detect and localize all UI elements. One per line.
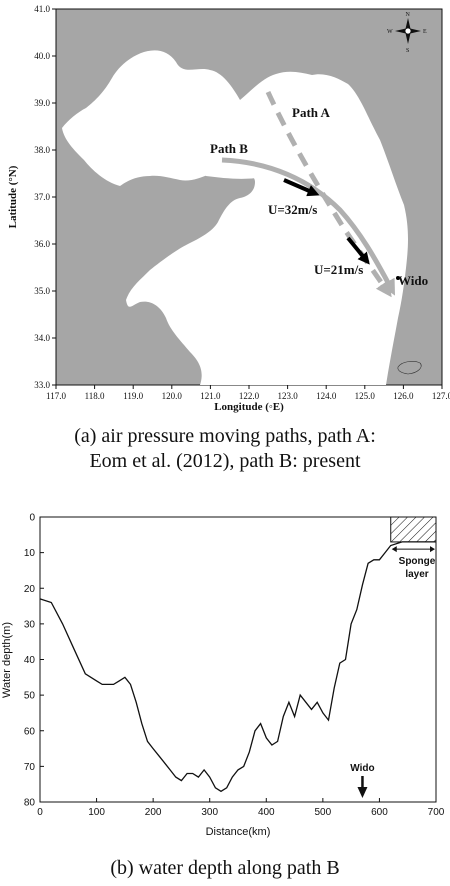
map-ytick-label: 40.0 (34, 51, 50, 61)
caption-a-line1: (a) air pressure moving paths, path A: (74, 425, 376, 447)
wind-arrow-2 (346, 236, 370, 265)
map-xtick-label: 118.0 (85, 391, 105, 401)
depth-chart: Sponge layer Wido 0 10 20 30 40 50 60 70 80 0 100… (1, 513, 445, 839)
caption-b: (b) water depth along path B (110, 857, 340, 879)
svg-text:W: W (387, 29, 393, 35)
depth-xtick-label: 200 (145, 807, 162, 818)
compass-icon: N S E W (387, 12, 427, 54)
map-ytick-label: 35.0 (34, 286, 50, 296)
depth-ytick-label: 80 (24, 798, 36, 809)
depth-ytick-label: 0 (29, 513, 35, 524)
map-xtick-label: 119.0 (123, 391, 143, 401)
sponge-arrowhead-left (391, 546, 397, 553)
depth-ytick-label: 40 (24, 655, 36, 666)
map-xtick-label: 122.0 (239, 391, 260, 401)
depth-profile-line (39, 541, 436, 793)
sponge-label-2: layer (405, 569, 428, 580)
depth-ytick-label: 20 (24, 584, 36, 595)
sponge-layer-box (390, 516, 437, 543)
sea-area (62, 50, 408, 385)
depth-xtick-label: 0 (37, 807, 43, 818)
svg-text:E: E (423, 29, 427, 35)
depth-plot-frame (39, 516, 437, 803)
map-ytick-label: 33.0 (34, 380, 50, 390)
depth-ytick-label: 70 (24, 762, 36, 773)
map-xtick-label: 117.0 (46, 391, 66, 401)
depth-ytick-label: 60 (24, 726, 36, 737)
depth-xtick-label: 100 (88, 807, 105, 818)
wido-marker (396, 276, 400, 280)
u32-label: U=32m/s (268, 202, 317, 217)
svg-text:S: S (406, 48, 409, 54)
wido-arrowhead-b (357, 787, 368, 798)
wido-label-b: Wido (350, 763, 374, 774)
svg-text:N: N (406, 12, 411, 18)
depth-xtick-label: 500 (315, 807, 332, 818)
sponge-arrowhead-right (430, 546, 435, 553)
path-b-line (221, 157, 396, 296)
map-xtick-label: 127.0 (432, 391, 450, 401)
path-b-label: Path B (210, 141, 248, 156)
map-ytick-label: 34.0 (34, 333, 50, 343)
wido-label: Wido (398, 273, 428, 288)
wind-arrow-1 (283, 178, 320, 197)
caption-a-line2: Eom et al. (2012), path B: present (89, 450, 361, 472)
depth-ytick-label: 50 (24, 691, 36, 702)
map-xlabel: Longitude (◦E) (214, 401, 284, 413)
map-xtick-label: 123.0 (277, 391, 298, 401)
map-ylabel: Latitude (°N) (7, 165, 19, 228)
map-ytick-label: 39.0 (34, 98, 50, 108)
u21-label: U=21m/s (314, 262, 363, 277)
depth-ytick-label: 30 (24, 619, 36, 630)
sponge-label-1: Sponge (399, 556, 436, 567)
map-chart: Path A Path B U=32m/s U=21m/s Wido N S E… (7, 4, 450, 413)
depth-xtick-label: 600 (371, 807, 388, 818)
map-xtick-label: 125.0 (355, 391, 376, 401)
depth-ylabel: Water depth(m) (1, 622, 13, 698)
map-ytick-label: 36.0 (34, 239, 50, 249)
map-xtick-label: 124.0 (316, 391, 337, 401)
depth-ytick-label: 10 (24, 548, 36, 559)
jeju-island (397, 361, 422, 375)
depth-xtick-label: 300 (201, 807, 218, 818)
map-xtick-label: 121.0 (200, 391, 221, 401)
path-a-line (265, 90, 392, 298)
depth-xtick-label: 400 (258, 807, 275, 818)
depth-xlabel: Distance(km) (206, 826, 271, 838)
depth-xtick-label: 700 (428, 807, 445, 818)
map-xtick-label: 120.0 (162, 391, 183, 401)
map-xtick-label: 126.0 (393, 391, 414, 401)
map-ytick-label: 37.0 (34, 192, 50, 202)
path-a-label: Path A (292, 105, 331, 120)
map-ytick-label: 41.0 (34, 4, 50, 14)
map-ytick-label: 38.0 (34, 145, 50, 155)
